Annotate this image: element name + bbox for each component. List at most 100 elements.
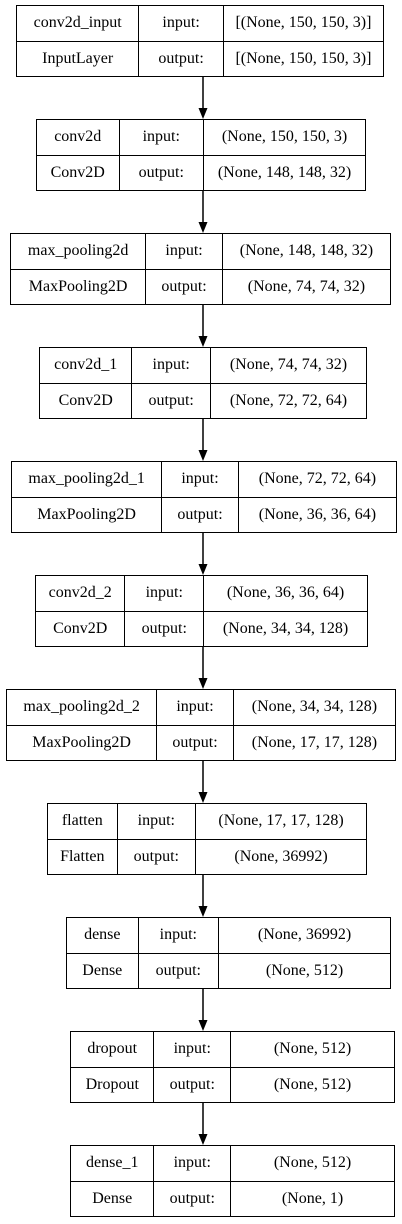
input-shape: (None, 17, 17, 128) bbox=[218, 812, 344, 830]
layer-type: MaxPooling2D bbox=[12, 496, 162, 533]
shape-column: (None, 34, 34, 128) (None, 17, 17, 128) bbox=[233, 690, 396, 761]
layer-identity-column: conv2d Conv2D bbox=[37, 120, 120, 190]
layer-name: conv2d bbox=[54, 128, 102, 146]
layer-identity-column: dropout Dropout bbox=[71, 1032, 155, 1102]
layer-node-conv2d-2: conv2d_2 Conv2D input: output: (None, 36, 36… bbox=[35, 575, 368, 647]
io-label-column: input: output: bbox=[117, 804, 197, 875]
output-shape: (None, 17, 17, 128) bbox=[233, 724, 396, 761]
io-label-column: input: output: bbox=[162, 462, 239, 532]
layer-name: dropout bbox=[87, 1040, 138, 1058]
input-label: input: bbox=[142, 128, 180, 146]
io-label-column: input: output: bbox=[154, 1146, 232, 1216]
layer-name: conv2d_2 bbox=[48, 584, 112, 602]
io-label-column: input: output: bbox=[146, 234, 223, 304]
input-shape: (None, 150, 150, 3) bbox=[221, 128, 348, 146]
arrowhead-icon bbox=[198, 792, 208, 803]
output-label: output: bbox=[117, 838, 196, 875]
output-label: output: bbox=[139, 40, 223, 77]
io-label-column: input: output: bbox=[132, 348, 211, 418]
input-shape: (None, 36, 36, 64) bbox=[226, 584, 345, 602]
input-label: input: bbox=[152, 356, 190, 374]
output-shape: (None, 72, 72, 64) bbox=[210, 382, 366, 419]
output-label: output: bbox=[138, 952, 219, 989]
layer-type: Flatten bbox=[48, 838, 117, 875]
input-label: input: bbox=[173, 1154, 211, 1172]
input-shape: (None, 512) bbox=[273, 1154, 352, 1172]
shape-column: (None, 72, 72, 64) (None, 36, 36, 64) bbox=[238, 462, 396, 532]
output-shape: (None, 512) bbox=[231, 1066, 394, 1103]
input-shape: [(None, 150, 150, 3)] bbox=[235, 14, 372, 32]
arrowhead-icon bbox=[198, 336, 208, 347]
arrowhead-icon bbox=[198, 450, 208, 461]
layer-identity-column: conv2d_input InputLayer bbox=[17, 6, 140, 77]
output-label: output: bbox=[157, 724, 233, 761]
output-shape: (None, 512) bbox=[219, 952, 390, 989]
layer-type: Dense bbox=[67, 952, 138, 989]
input-shape: (None, 74, 74, 32) bbox=[229, 356, 348, 374]
layer-identity-column: conv2d_2 Conv2D bbox=[36, 576, 126, 647]
layer-name: flatten bbox=[61, 812, 103, 830]
arrowhead-icon bbox=[198, 1020, 208, 1031]
output-label: output: bbox=[119, 154, 203, 191]
layer-node-max-pooling2d-1: max_pooling2d_1 MaxPooling2D input: output:… bbox=[11, 461, 397, 533]
io-label-column: input: output: bbox=[157, 690, 234, 760]
input-label: input: bbox=[173, 1040, 211, 1058]
input-shape: (None, 34, 34, 128) bbox=[251, 698, 378, 716]
output-shape: (None, 1) bbox=[231, 1180, 394, 1217]
layer-type: Conv2D bbox=[36, 610, 125, 647]
input-shape: (None, 36992) bbox=[257, 926, 352, 944]
layer-name: max_pooling2d_1 bbox=[28, 470, 145, 488]
layer-node-flatten: flatten Flatten input: output: (None, 17, 17… bbox=[47, 803, 367, 875]
output-shape: (None, 74, 74, 32) bbox=[222, 268, 390, 305]
arrowhead-icon bbox=[198, 108, 208, 119]
layer-identity-column: dense_1 Dense bbox=[71, 1146, 155, 1217]
layer-identity-column: max_pooling2d_2 MaxPooling2D bbox=[7, 690, 158, 761]
layer-node-dropout: dropout Dropout input: output: (None, 512) (N… bbox=[70, 1031, 395, 1103]
layer-name: max_pooling2d bbox=[27, 242, 129, 260]
layer-node-max-pooling2d: max_pooling2d MaxPooling2D input: output: (N… bbox=[10, 233, 391, 305]
input-shape: (None, 72, 72, 64) bbox=[258, 470, 377, 488]
layer-identity-column: max_pooling2d MaxPooling2D bbox=[11, 234, 147, 304]
io-label-column: input: output: bbox=[138, 918, 220, 989]
shape-column: (None, 74, 74, 32) (None, 72, 72, 64) bbox=[210, 348, 366, 419]
output-label: output: bbox=[132, 382, 210, 419]
shape-column: (None, 36, 36, 64) (None, 34, 34, 128) bbox=[204, 576, 368, 646]
shape-column: (None, 512) (None, 1) bbox=[231, 1146, 394, 1216]
shape-column: (None, 512) (None, 512) bbox=[231, 1032, 394, 1102]
input-label: input: bbox=[181, 470, 219, 488]
layer-name: dense bbox=[84, 926, 121, 944]
layer-type: Conv2D bbox=[37, 154, 119, 191]
layer-identity-column: flatten Flatten bbox=[48, 804, 118, 874]
layer-type: MaxPooling2D bbox=[7, 724, 157, 761]
shape-column: (None, 17, 17, 128) (None, 36992) bbox=[196, 804, 366, 874]
layer-name: max_pooling2d_2 bbox=[23, 698, 140, 716]
layer-node-dense-1: dense_1 Dense input: output: (None, 512) (Non… bbox=[70, 1145, 395, 1217]
output-shape: (None, 36992) bbox=[196, 838, 366, 875]
arrowhead-icon bbox=[198, 906, 208, 917]
shape-column: (None, 148, 148, 32) (None, 74, 74, 32) bbox=[222, 234, 390, 305]
shape-column: (None, 150, 150, 3) (None, 148, 148, 32) bbox=[203, 120, 365, 190]
input-label: input: bbox=[162, 14, 200, 32]
arrowhead-icon bbox=[198, 678, 208, 689]
layer-type: Dense bbox=[71, 1180, 154, 1217]
layer-identity-column: conv2d_1 Conv2D bbox=[40, 348, 133, 418]
output-label: output: bbox=[162, 496, 238, 533]
input-shape: (None, 148, 148, 32) bbox=[239, 242, 374, 260]
output-shape: [(None, 150, 150, 3)] bbox=[223, 40, 383, 77]
layer-node-max-pooling2d-2: max_pooling2d_2 MaxPooling2D input: output:… bbox=[6, 689, 396, 761]
layer-name: conv2d_input bbox=[33, 14, 122, 32]
output-label: output: bbox=[146, 268, 222, 305]
layer-node-dense: dense Dense input: output: (None, 36992) (Non… bbox=[66, 917, 391, 989]
input-label: input: bbox=[137, 812, 175, 830]
arrowhead-icon bbox=[198, 222, 208, 233]
layer-node-conv2d-1: conv2d_1 Conv2D input: output: (None, 74, 74… bbox=[39, 347, 367, 419]
io-label-column: input: output: bbox=[119, 120, 204, 191]
output-label: output: bbox=[125, 610, 203, 647]
shape-column: (None, 36992) (None, 512) bbox=[219, 918, 390, 988]
layer-type: InputLayer bbox=[17, 40, 139, 77]
layer-node-conv2d-input: conv2d_input InputLayer input: output: [(Non… bbox=[16, 5, 384, 77]
layer-name: dense_1 bbox=[86, 1154, 139, 1172]
arrowhead-icon bbox=[198, 1134, 208, 1145]
layer-identity-column: dense Dense bbox=[67, 918, 139, 988]
